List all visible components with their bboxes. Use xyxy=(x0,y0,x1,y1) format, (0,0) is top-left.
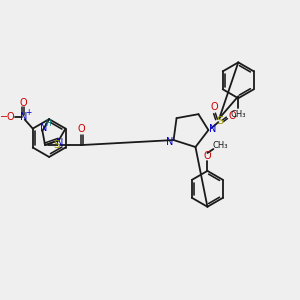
Text: S: S xyxy=(216,116,223,126)
Text: +: + xyxy=(26,108,32,117)
Text: CH₃: CH₃ xyxy=(230,110,246,119)
Text: N: N xyxy=(56,138,63,148)
Text: N: N xyxy=(40,123,47,133)
Text: S: S xyxy=(54,140,60,150)
Text: O: O xyxy=(229,111,236,121)
Text: O: O xyxy=(20,98,28,108)
Text: −: − xyxy=(0,112,8,122)
Text: N: N xyxy=(20,112,28,122)
Text: CH₃: CH₃ xyxy=(213,140,228,149)
Text: O: O xyxy=(204,151,211,161)
Text: O: O xyxy=(77,124,85,134)
Text: H: H xyxy=(46,119,51,128)
Text: O: O xyxy=(6,112,14,122)
Text: N: N xyxy=(209,124,216,134)
Text: N: N xyxy=(166,137,173,147)
Text: O: O xyxy=(211,102,218,112)
